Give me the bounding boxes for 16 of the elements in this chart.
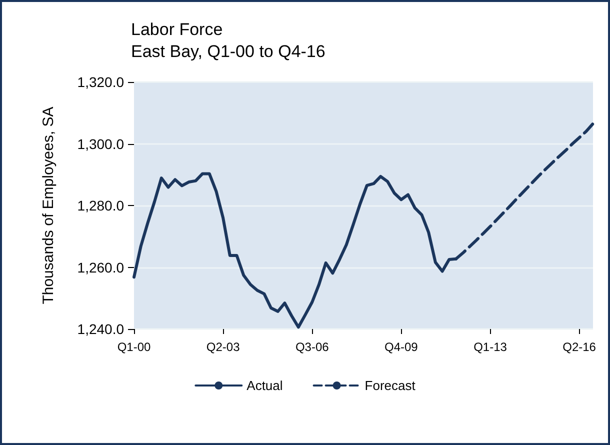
x-tick-label: Q4-09 [384, 340, 418, 354]
y-tick-label: 1,240.0 [77, 321, 124, 337]
x-tick-label: Q2-03 [206, 340, 240, 354]
y-tick-label: 1,300.0 [77, 136, 124, 152]
x-tick-label: Q1-00 [117, 340, 151, 354]
chart-subtitle: East Bay, Q1-00 to Q4-16 [131, 42, 326, 61]
y-axis-title: Thousands of Employees, SA [40, 106, 57, 304]
legend-label: Forecast [364, 378, 416, 393]
x-tick-label: Q1-13 [474, 340, 508, 354]
x-tick-label: Q3-06 [295, 340, 330, 354]
y-tick-label: 1,260.0 [77, 259, 124, 276]
y-tick-label: 1,320.0 [77, 74, 124, 90]
chart-title: Labor Force [131, 20, 223, 39]
y-tick-label: 1,280.0 [77, 198, 124, 214]
x-tick-label: Q2-16 [562, 340, 596, 354]
legend-label: Actual [246, 378, 283, 393]
